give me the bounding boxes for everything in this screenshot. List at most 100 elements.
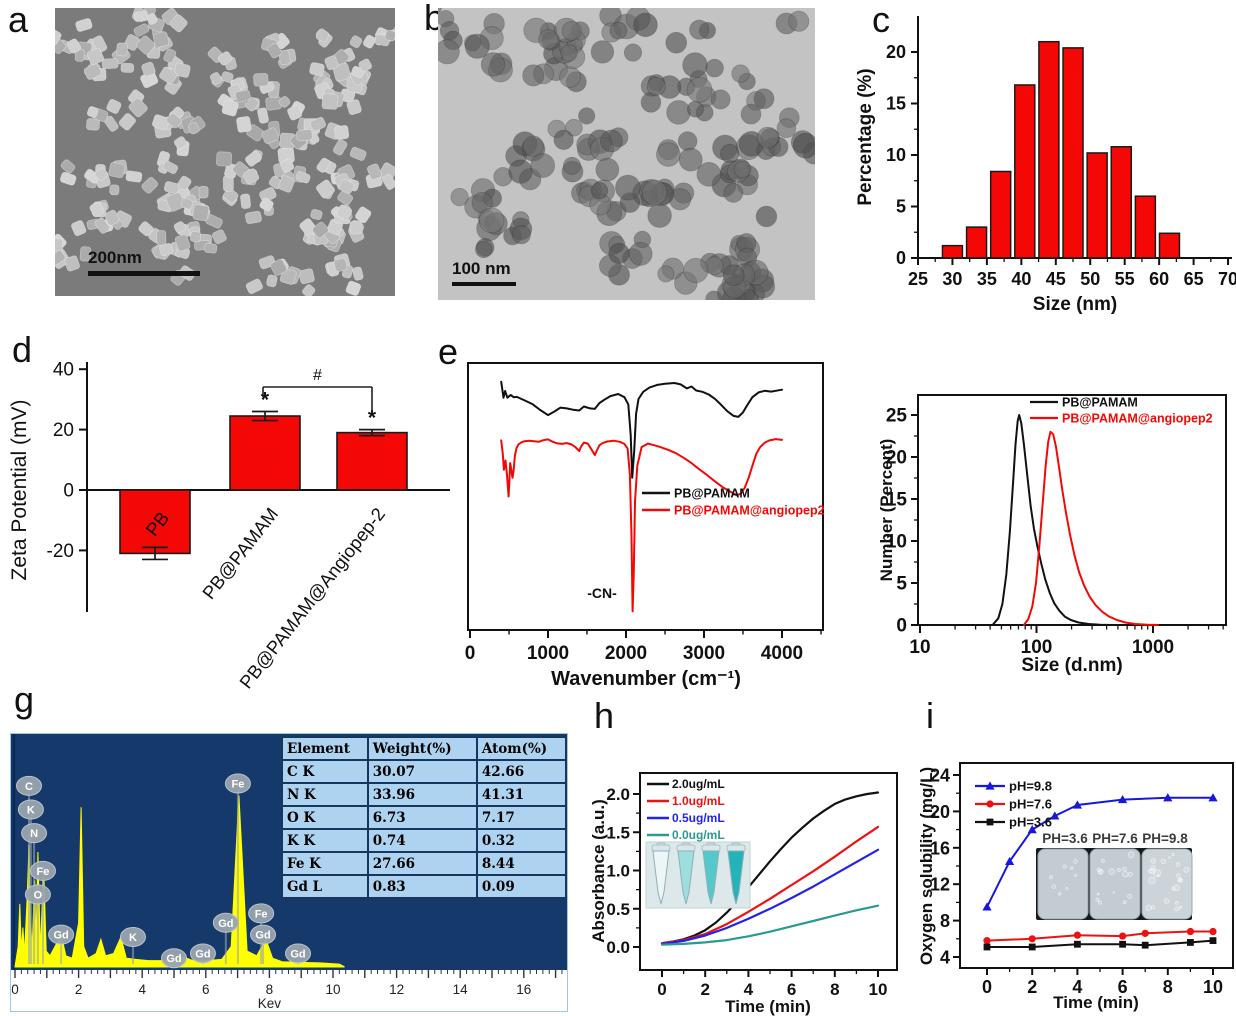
- nanoparticle: [334, 125, 350, 140]
- dls-curve: [991, 414, 1114, 626]
- nanoparticle: [666, 100, 691, 125]
- centrifuge-tube: [702, 850, 720, 905]
- nanoparticle: [280, 158, 295, 173]
- legend-label: PB@PAMAM: [674, 487, 750, 501]
- zeta-bar: [229, 415, 301, 491]
- nanoparticle: [187, 122, 200, 135]
- nanoparticle: [349, 146, 367, 161]
- nanoparticle: [245, 210, 262, 225]
- nanoparticle: [324, 55, 339, 71]
- sem-micrograph-image: [55, 8, 395, 296]
- nanoparticle: [438, 39, 460, 65]
- nanoparticle: [259, 186, 277, 203]
- axis-tick-label: 55: [1115, 269, 1135, 289]
- nanoparticle: [346, 99, 362, 116]
- oxygen-curve: [986, 930, 1214, 942]
- nanoparticle: [792, 132, 815, 159]
- axis-tick-label: 16: [930, 838, 950, 858]
- bubble: [1145, 904, 1152, 911]
- ftir-curve: [500, 438, 783, 613]
- element-balloon: [248, 903, 275, 924]
- eds-table-row: N K 33.96 41.31: [281, 782, 568, 807]
- nanoparticle: [788, 10, 810, 32]
- axis-tick-label: 8: [830, 980, 839, 999]
- axis-tick-label: -20: [47, 541, 74, 562]
- significance-label: #: [313, 367, 322, 384]
- nanoparticle: [358, 58, 372, 72]
- nanoparticle: [723, 183, 744, 203]
- zeta-bar: [119, 489, 191, 555]
- x-axis-label: Kev: [258, 996, 282, 1011]
- histogram-bar: [1062, 47, 1084, 259]
- nanoparticle: [89, 201, 105, 218]
- nanoparticle: [71, 220, 87, 237]
- marker-square: [986, 818, 994, 826]
- y-axis-label: Number (Percent): [880, 439, 896, 582]
- marker-triangle: [1005, 856, 1015, 866]
- nanoparticle: [755, 205, 778, 228]
- nanoparticle: [245, 278, 263, 295]
- nanoparticle: [590, 40, 615, 64]
- marker-triangle: [1072, 800, 1082, 809]
- nanoparticle: [116, 42, 129, 57]
- eds-table-cell: 30.07: [366, 759, 478, 784]
- nanoparticle: [295, 171, 311, 184]
- axis-tick-label: 50: [1080, 269, 1100, 289]
- nanoparticle: [84, 168, 101, 184]
- marker-square: [1209, 937, 1217, 945]
- axis-tick-label: 20: [886, 448, 907, 469]
- marker-triangle: [985, 781, 995, 790]
- bubble: [1062, 864, 1067, 869]
- marker-circle: [1186, 927, 1194, 936]
- nanoparticle: [278, 175, 295, 193]
- nanoparticle: [86, 106, 99, 118]
- nanoparticle: [64, 255, 80, 272]
- axis-tick-label: 2: [75, 982, 83, 997]
- axis-tick-label: 2: [1027, 977, 1037, 997]
- cn-annotation: -CN-: [587, 585, 617, 601]
- nanoparticle: [146, 13, 158, 25]
- bubble: [1073, 859, 1078, 864]
- nanoparticle: [733, 160, 752, 179]
- x-axis-label: Size (nm): [1033, 294, 1117, 315]
- nanoparticle: [299, 218, 318, 237]
- bubble: [1127, 893, 1133, 899]
- element-balloon: [24, 884, 51, 905]
- nanoparticle: [165, 192, 186, 212]
- nanoparticle: [266, 274, 278, 288]
- inset-ph-label: PH=3.6: [1042, 831, 1088, 846]
- centrifuge-tube: [652, 850, 670, 905]
- nanoparticle: [173, 136, 188, 150]
- bubble: [1070, 866, 1074, 870]
- axis-tick-label: 40: [1011, 269, 1031, 289]
- legend-label: pH=9.8: [1009, 779, 1052, 794]
- nanoparticle: [646, 77, 666, 96]
- x-axis-label: Time (min): [725, 997, 811, 1016]
- nanoparticle: [740, 103, 762, 125]
- bubble: [1065, 887, 1069, 890]
- bubble: [1174, 906, 1180, 912]
- nanoparticle: [696, 162, 722, 187]
- nanoparticle: [345, 280, 362, 296]
- axis-tick-label: 0: [63, 481, 74, 502]
- axis-tick-label: 25: [886, 406, 908, 427]
- element-balloon: [119, 926, 146, 947]
- bubble: [1101, 858, 1105, 863]
- nanoparticle: [689, 19, 710, 40]
- nanoparticle: [173, 221, 186, 234]
- nanoparticle: [656, 142, 681, 167]
- marker-triangle: [1163, 793, 1173, 802]
- legend-label: 1.0ug/mL: [672, 794, 725, 808]
- marker-circle: [1209, 927, 1217, 936]
- histogram-bar: [965, 226, 988, 259]
- bubble: [1174, 900, 1179, 905]
- legend-label: 0.0ug/mL: [672, 828, 725, 842]
- nanoparticle: [633, 12, 658, 38]
- nanoparticle: [108, 162, 126, 179]
- marker-square: [1028, 943, 1036, 951]
- nanoparticle: [316, 157, 331, 173]
- nanoparticle: [235, 89, 251, 103]
- axis-tick-label: 60: [1149, 269, 1169, 289]
- eds-table-cell: O K: [281, 805, 369, 830]
- y-axis-label: Zeta Potential (mV): [8, 400, 31, 581]
